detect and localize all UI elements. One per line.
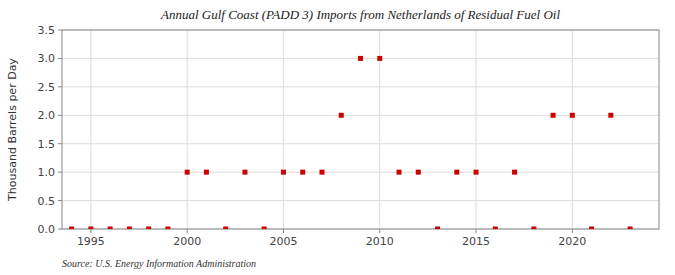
grid-line-y [62,115,659,116]
point [454,170,459,175]
grid-line-x [90,30,91,229]
tick-y [58,200,62,201]
tick-label-x: 1995 [77,235,105,248]
point [551,113,556,118]
tick-label-y: 1.0 [38,166,56,179]
grid-line-y [62,86,659,87]
grid-line-x [572,30,573,229]
tick-y [58,30,62,31]
point [531,227,536,230]
grid [62,30,659,229]
point [185,170,190,175]
tick-label-x: 2000 [173,235,201,248]
tick-y [58,143,62,144]
grid-line-x [187,30,188,229]
points [69,56,632,229]
point [512,170,517,175]
plot-frame [62,30,659,229]
point [397,170,402,175]
tick-x [187,229,188,233]
point [69,227,74,230]
tick-x [379,229,380,233]
point [127,227,132,230]
grid-line-y [62,143,659,144]
point [281,170,286,175]
tick-label-y: 1.5 [38,138,56,151]
point [628,227,633,230]
y-axis-label: Thousand Barrels per Day [6,58,19,202]
point [319,170,324,175]
point [339,113,344,118]
grid-line-y [62,200,659,201]
point [108,227,113,230]
point [589,227,594,230]
tick-y [58,115,62,116]
tick-label-x: 2010 [366,235,394,248]
point [223,227,228,230]
point [493,227,498,230]
tick-x [572,229,573,233]
tick-y [58,172,62,173]
point [146,227,151,230]
plot-area [62,30,659,229]
grid-line-x [283,30,284,229]
point [88,227,93,230]
point [377,56,382,61]
tick-label-y: 0.0 [38,223,56,236]
tick-x [283,229,284,233]
title: Annual Gulf Coast (PADD 3) Imports from … [160,7,560,22]
point [242,170,247,175]
tick-y [58,86,62,87]
source-note: Source: U.S. Energy Information Administ… [62,258,256,269]
point [262,227,267,230]
tick-label-x: 2005 [269,235,297,248]
tick-x [476,229,477,233]
tick-label-y: 3.0 [38,52,56,65]
point [474,170,479,175]
tick-label-y: 2.0 [38,109,56,122]
point [300,170,305,175]
tick-label-x: 2020 [558,235,586,248]
point [435,227,440,230]
point [204,170,209,175]
axes: 1995 2000 2005 2010 2015 2020 0.0 0.5 1.0 1.5 2.0 2… [38,24,660,248]
chart: 1995 2000 2005 2010 2015 2020 0.0 0.5 1.0 1.5 2.0 2… [0,0,675,275]
point [358,56,363,61]
point [608,113,613,118]
point [570,113,575,118]
grid-line-x [476,30,477,229]
tick-label-y: 3.5 [38,24,56,37]
tick-label-y: 0.5 [38,195,56,208]
tick-label-y: 2.5 [38,81,56,94]
tick-label-x: 2015 [462,235,490,248]
tick-y [58,229,62,230]
tick-y [58,58,62,59]
point [165,227,170,230]
point [416,170,421,175]
grid-line-y [62,172,659,173]
tick-x [90,229,91,233]
